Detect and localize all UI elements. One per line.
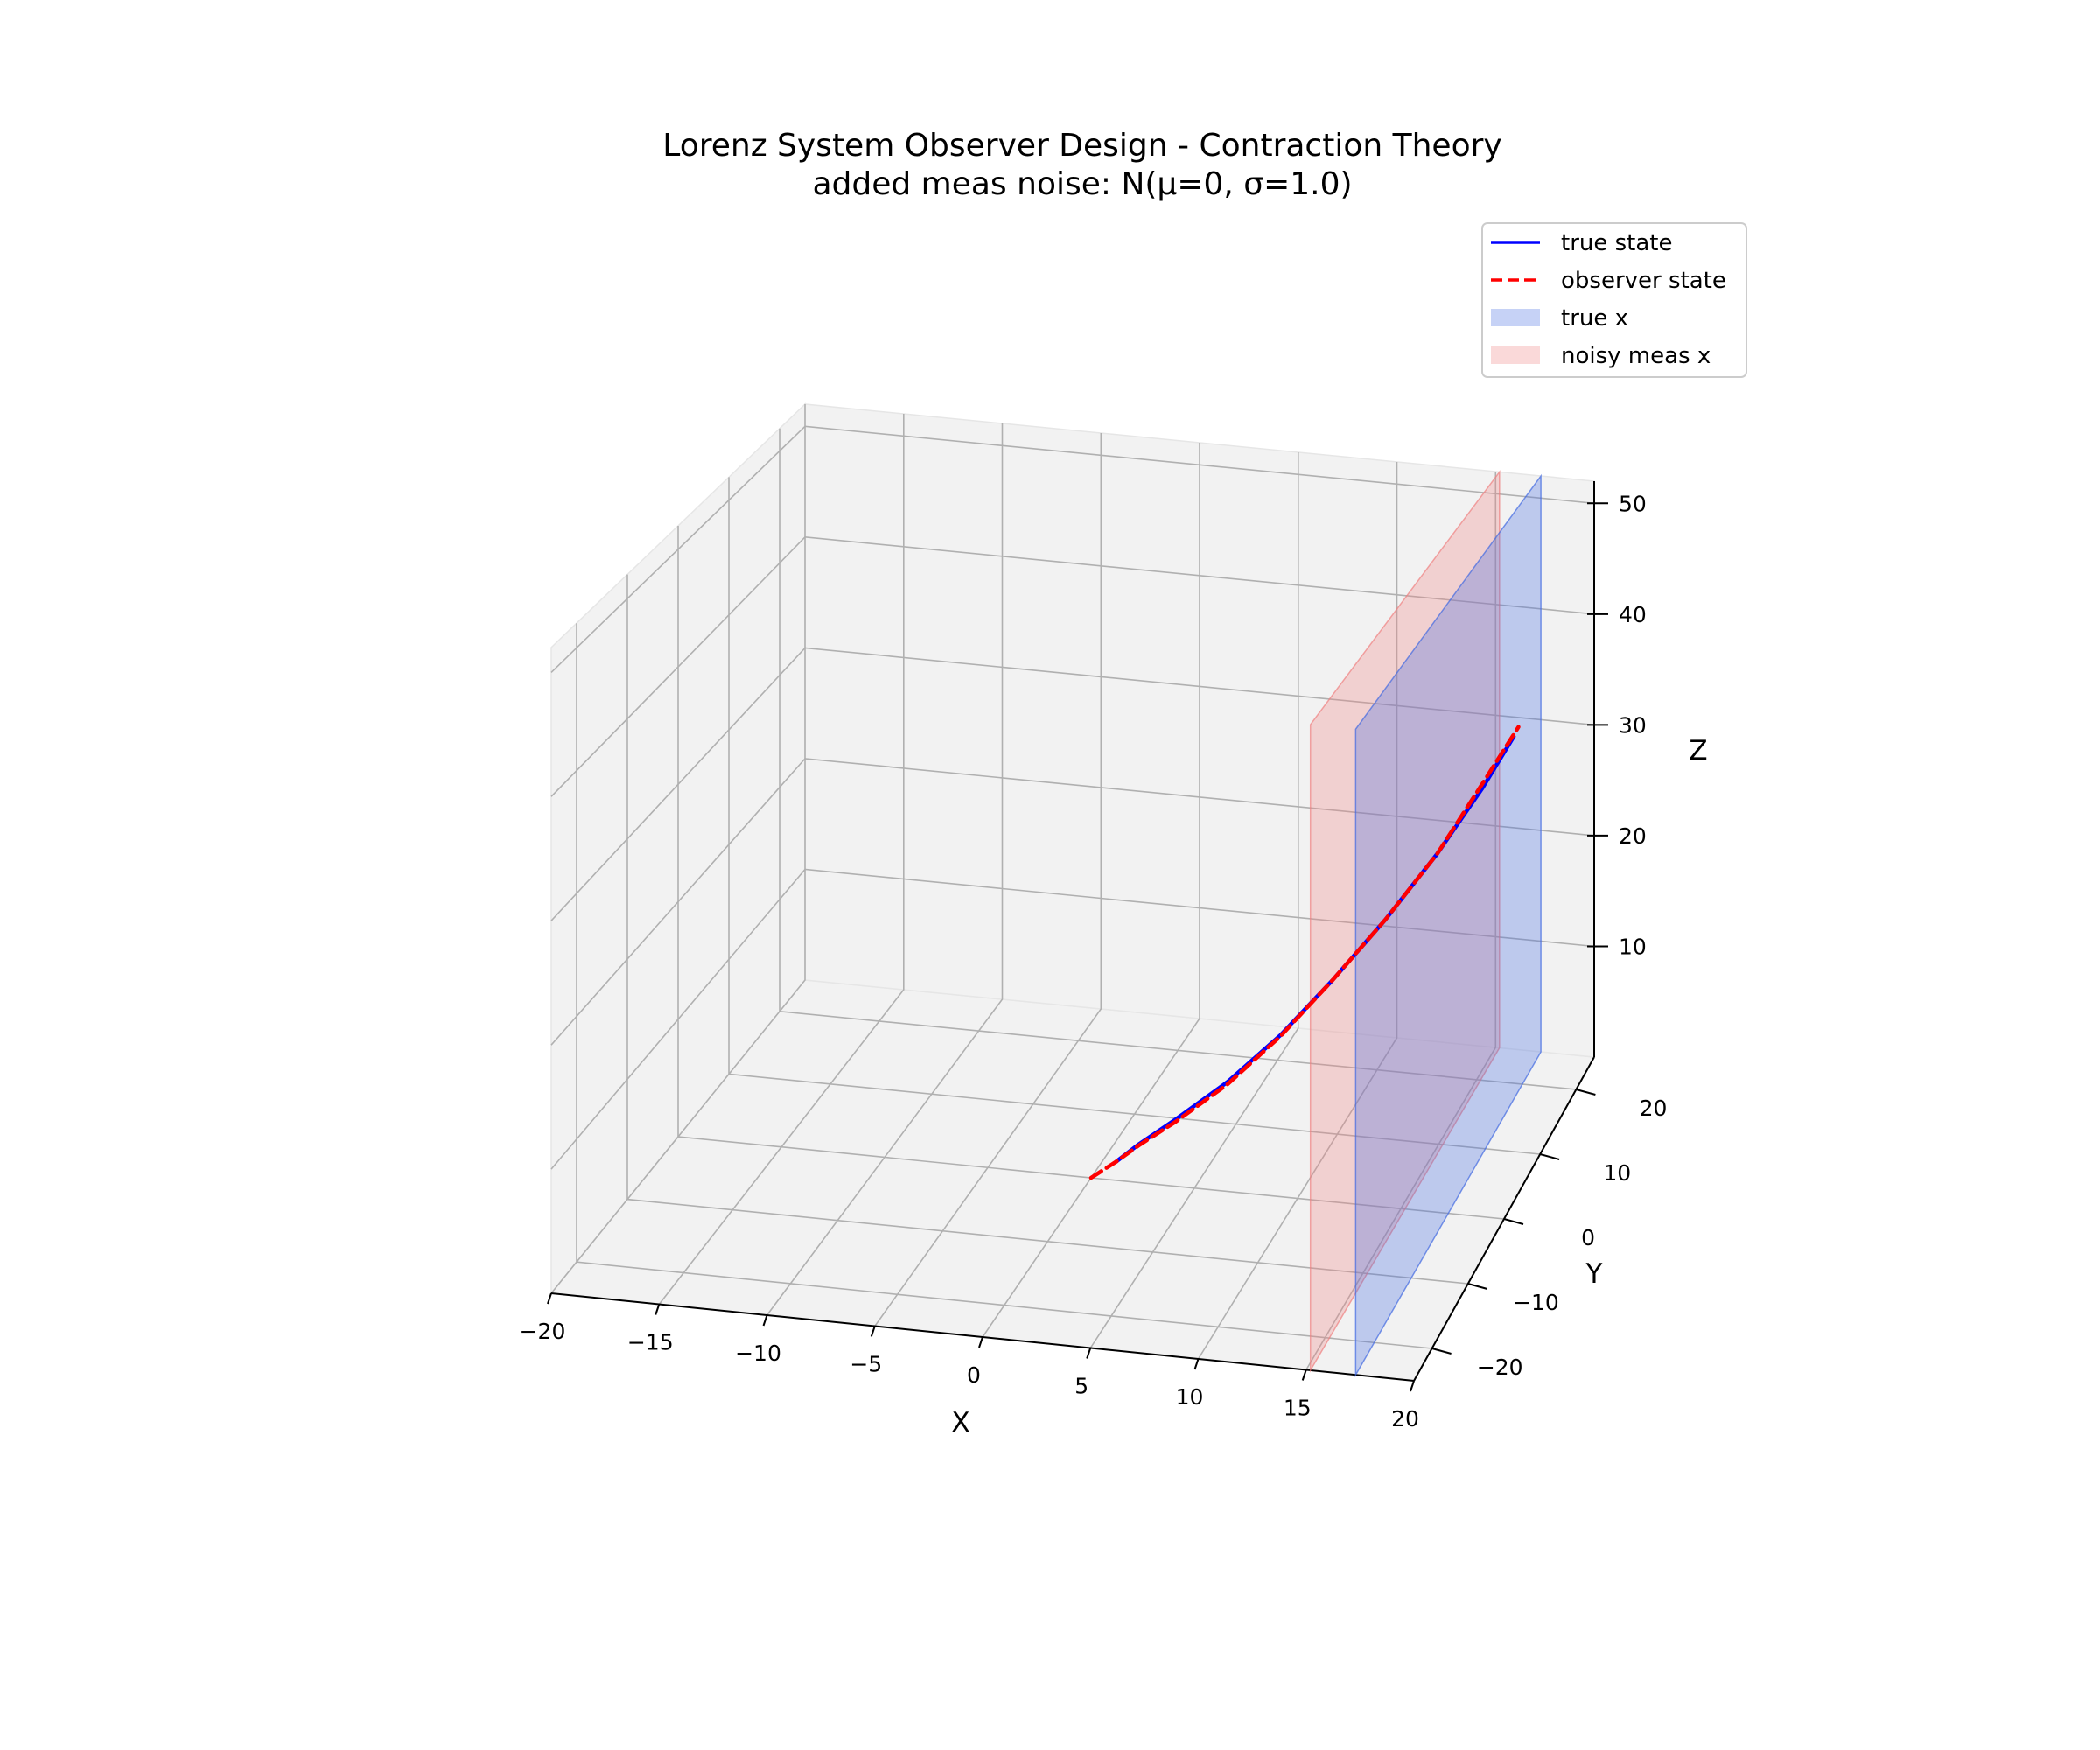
y-axis-label: Y (1586, 1258, 1603, 1290)
z-tick-label: 50 (1619, 491, 1647, 516)
z-axis-label: Z (1689, 735, 1707, 766)
x-gridline (1306, 472, 1497, 1370)
y-gridline (576, 623, 1432, 1349)
legend-label-noisy-meas-x: noisy meas x (1561, 343, 1711, 369)
z-gridline (550, 647, 1595, 921)
legend: true state observer state true x noisy m… (1481, 222, 1747, 378)
bands (1309, 470, 1542, 1378)
legend-swatch-noisy-meas-x (1491, 346, 1540, 364)
z-gridline (550, 425, 1595, 673)
band-true-x (1354, 473, 1542, 1378)
z-gridline (550, 536, 1595, 797)
z-gridline (550, 868, 1595, 1170)
x-tick-label: 15 (1284, 1396, 1312, 1421)
y-tick-mark (1539, 1153, 1560, 1160)
x-tick-mark (654, 1304, 661, 1315)
y-tick-label: 10 (1603, 1160, 1631, 1186)
axis-lines (547, 481, 1608, 1392)
x-tick-label: −5 (850, 1352, 882, 1377)
y-tick-mark (1432, 1348, 1452, 1354)
z-tick-label: 30 (1619, 712, 1647, 738)
x-gridline (658, 414, 905, 1305)
x-tick-mark (1194, 1358, 1200, 1370)
x-tick-mark (870, 1326, 876, 1337)
y-tick-mark (1576, 1088, 1596, 1096)
legend-frame (1481, 222, 1747, 378)
y-tick-mark (1503, 1218, 1524, 1225)
y-gridline (677, 526, 1505, 1220)
x-axis-label: X (951, 1407, 970, 1438)
series-lines (1088, 724, 1521, 1180)
chart-subtitle: added meas noise: N(μ=0, σ=1.0) (812, 166, 1352, 202)
legend-label-true-state: true state (1561, 230, 1673, 256)
x-tick-mark (978, 1336, 984, 1348)
z-tick-label: 10 (1619, 934, 1647, 959)
legend-swatch-true-x (1491, 309, 1540, 326)
x-tick-mark (1086, 1348, 1092, 1359)
chart-title: Lorenz System Observer Design - Contract… (662, 128, 1502, 164)
x-tick-mark (1410, 1380, 1415, 1392)
grid-lines (550, 404, 1595, 1382)
x-tick-label: 20 (1391, 1406, 1419, 1432)
z-tick-label: 20 (1619, 823, 1647, 849)
x-tick-mark (1301, 1369, 1307, 1381)
legend-label-true-x: true x (1561, 305, 1628, 332)
x-tick-label: 5 (1074, 1374, 1088, 1399)
x-gridline (982, 443, 1200, 1338)
legend-label-observer-state: observer state (1561, 268, 1726, 294)
x-gridline (874, 433, 1102, 1326)
y-gridline (728, 477, 1541, 1155)
x-gridline (550, 404, 806, 1294)
band-noisy-meas-x (1309, 470, 1501, 1373)
x-tick-label: −20 (520, 1319, 566, 1344)
z-gridline (550, 758, 1595, 1046)
x-tick-mark (762, 1314, 768, 1326)
y-tick-label: 20 (1640, 1096, 1668, 1121)
series-line-observer-state (1088, 724, 1521, 1180)
x-gridline (1089, 452, 1299, 1348)
y-tick-label: 0 (1581, 1225, 1595, 1250)
y-tick-label: −20 (1477, 1354, 1523, 1380)
x-tick-label: 0 (967, 1362, 981, 1388)
tick-labels: −20 −15 −10 −5 0 5 10 15 20 −20 −10 0 10 20 10 20 30 40 50 (520, 491, 1668, 1432)
x-tick-label: −10 (735, 1340, 781, 1366)
z-tick-label: 40 (1619, 602, 1647, 627)
x-gridline (766, 424, 1004, 1316)
y-gridline (626, 574, 1468, 1284)
x-tick-label: 10 (1176, 1384, 1204, 1410)
x-tick-mark (547, 1292, 552, 1305)
x-tick-label: −15 (627, 1330, 674, 1355)
y-tick-label: −10 (1513, 1290, 1559, 1315)
y-tick-mark (1467, 1283, 1488, 1290)
x-gridline (1197, 462, 1398, 1360)
